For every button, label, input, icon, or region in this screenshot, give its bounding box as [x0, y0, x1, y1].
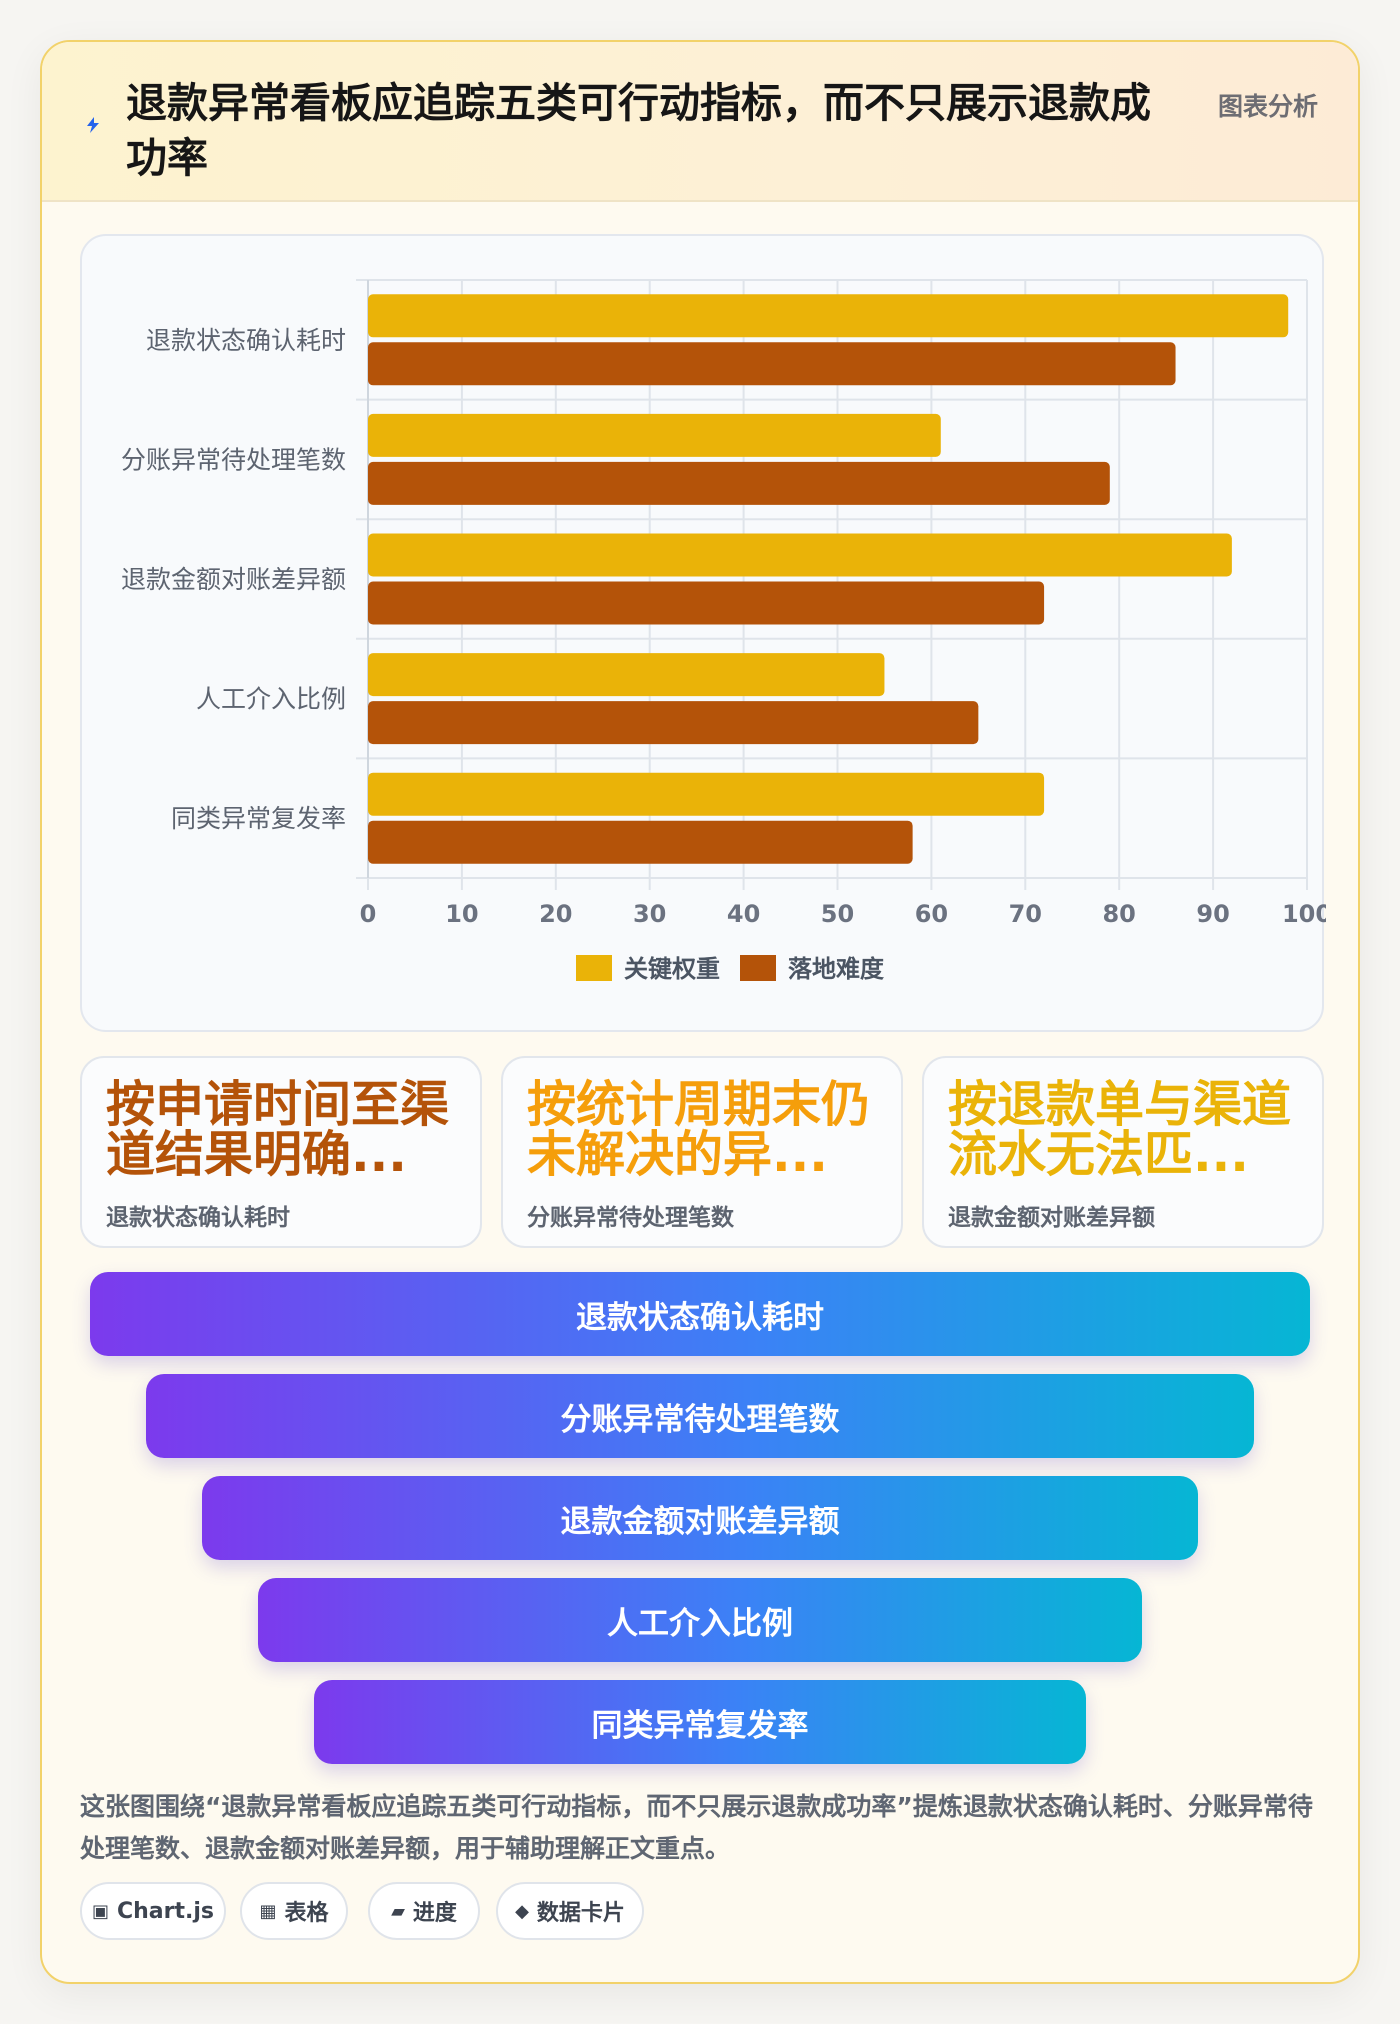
y-tick-label: 同类异常复发率: [171, 804, 346, 833]
funnel-step: 人工介入比例: [258, 1578, 1142, 1662]
y-tick-label: 退款金额对账差异额: [121, 565, 346, 594]
kpi-card: 按退款单与渠道流水无法匹... 退款金额对账差异额: [922, 1056, 1324, 1248]
x-tick-label: 10: [445, 900, 478, 928]
bar: [368, 772, 1045, 816]
kpi-label: 退款状态确认耗时: [106, 1205, 290, 1231]
table-icon: ▦: [259, 1900, 277, 1922]
legend-label: 落地难度: [788, 955, 885, 983]
x-tick-label: 80: [1102, 900, 1135, 928]
bar: [368, 701, 979, 745]
x-tick-label: 50: [821, 900, 854, 928]
x-tick-label: 60: [915, 900, 948, 928]
legend-swatch: [740, 955, 776, 981]
x-tick-label: 30: [633, 900, 666, 928]
bar: [368, 820, 913, 864]
bolt-icon: [87, 117, 99, 133]
x-tick-label: 90: [1196, 900, 1229, 928]
x-tick-label: 100: [1282, 900, 1326, 928]
figure-tag: 图表分析: [1218, 92, 1319, 121]
chip-progress[interactable]: ▰ 进度: [368, 1882, 480, 1940]
chip-data-cards[interactable]: ◆ 数据卡片: [496, 1882, 644, 1940]
figure-caption: 这张图围绕“退款异常看板应追踪五类可行动指标，而不只展示退款成功率”提炼退款状态…: [80, 1792, 1313, 1863]
bar: [368, 413, 941, 457]
x-tick-label: 40: [727, 900, 760, 928]
chip-label: 数据卡片: [536, 1901, 625, 1926]
bar: [368, 653, 885, 697]
bar: [368, 533, 1232, 577]
y-tick-label: 分账异常待处理笔数: [121, 445, 346, 474]
legend-swatch: [576, 955, 612, 981]
kpi-value: 按统计周期末仍未解决的异...: [527, 1076, 871, 1183]
kpi-card: 按申请时间至渠道结果明确... 退款状态确认耗时: [80, 1056, 482, 1248]
bar: [368, 342, 1176, 386]
funnel-step: 分账异常待处理笔数: [146, 1374, 1254, 1458]
chip-label: Chart.js: [117, 1898, 215, 1924]
chip-table[interactable]: ▦ 表格: [240, 1882, 348, 1940]
page-title: 退款异常看板应追踪五类可行动指标，而不只展示退款成功率: [126, 79, 1151, 182]
bar: [368, 581, 1045, 625]
x-tick-label: 70: [1009, 900, 1042, 928]
x-tick-label: 20: [539, 900, 572, 928]
progress-icon: ▰: [391, 1900, 405, 1922]
diamond-icon: ◆: [515, 1900, 529, 1922]
chip-chartjs[interactable]: ▣ Chart.js: [80, 1882, 226, 1940]
chart-panel: 0 10 20 30 40 50 60 70 80 90 100 退款状态确认耗时分账异常待处理笔数退…: [80, 234, 1326, 1032]
kpi-label: 退款金额对账差异额: [948, 1205, 1155, 1231]
bar-chart: 0 10 20 30 40 50 60 70 80 90 100 退款状态确认耗时分账异常待处理笔数退…: [121, 279, 1326, 983]
bar: [368, 294, 1289, 338]
chip-label: 进度: [412, 1901, 457, 1926]
funnel-step: 同类异常复发率: [314, 1680, 1086, 1764]
x-tick-label: 0: [360, 900, 377, 928]
chart-icon: ▣: [91, 1900, 109, 1922]
y-tick-label: 人工介入比例: [196, 685, 346, 714]
chip-label: 表格: [284, 1901, 329, 1926]
figure-header: 退款异常看板应追踪五类可行动指标，而不只展示退款成功率 图表分析: [42, 42, 1358, 202]
kpi-card: 按统计周期末仍未解决的异... 分账异常待处理笔数: [501, 1056, 903, 1248]
legend-label: 关键权重: [624, 955, 720, 983]
figure-card: 退款异常看板应追踪五类可行动指标，而不只展示退款成功率 图表分析 0 10 20 30…: [40, 40, 1360, 1984]
kpi-value: 按申请时间至渠道结果明确...: [106, 1076, 450, 1183]
funnel-step: 退款金额对账差异额: [202, 1476, 1198, 1560]
y-tick-label: 退款状态确认耗时: [146, 326, 346, 355]
kpi-label: 分账异常待处理笔数: [527, 1205, 734, 1231]
kpi-value: 按退款单与渠道流水无法匹...: [948, 1076, 1292, 1183]
bar: [368, 461, 1110, 505]
funnel-step: 退款状态确认耗时: [90, 1272, 1310, 1356]
